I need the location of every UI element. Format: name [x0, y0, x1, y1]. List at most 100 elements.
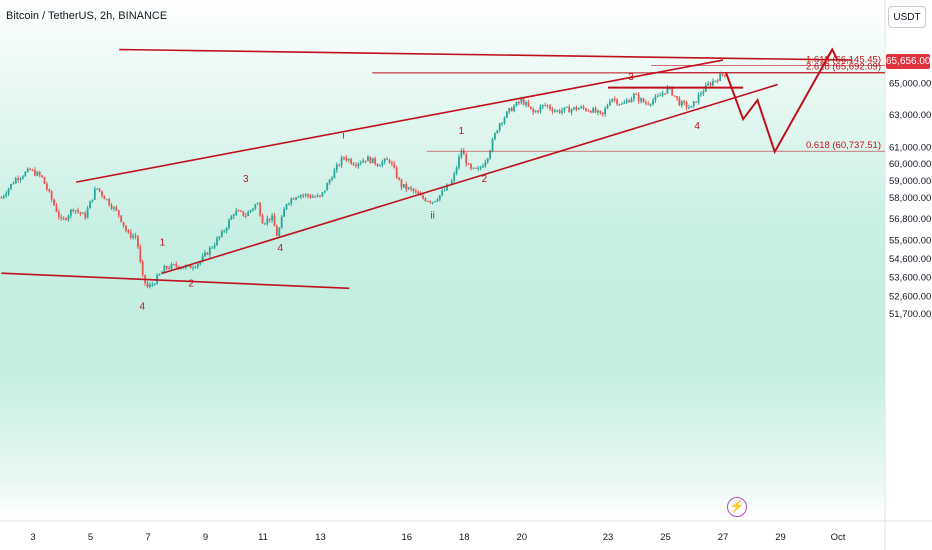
candle: [225, 228, 228, 232]
candle: [19, 178, 22, 181]
candle: [496, 130, 499, 134]
candle: [98, 188, 101, 192]
candle: [558, 110, 561, 113]
candle: [707, 83, 710, 86]
fib-level-label: 0.618 (60,737.51): [806, 140, 881, 151]
candle: [67, 215, 70, 220]
candle: [165, 266, 168, 269]
candle: [498, 123, 501, 131]
x-tick-label: 29: [775, 532, 786, 543]
candle: [604, 108, 607, 114]
wave-label: 4: [277, 243, 283, 254]
candle: [446, 184, 448, 191]
x-tick-label: 20: [516, 532, 527, 543]
candle: [252, 208, 254, 211]
candle: [163, 266, 166, 272]
candle: [666, 86, 669, 94]
candle: [429, 201, 432, 203]
candle: [146, 282, 149, 288]
candle: [264, 223, 266, 225]
candle: [652, 100, 654, 105]
candle: [292, 198, 295, 200]
candle: [525, 102, 527, 105]
candle: [664, 93, 666, 95]
candle: [561, 110, 563, 113]
candle: [697, 94, 700, 103]
currency-button[interactable]: USDT: [888, 6, 926, 28]
candle: [235, 210, 238, 215]
candle: [290, 198, 293, 204]
candle: [379, 165, 381, 167]
candle: [103, 195, 106, 200]
candle: [172, 264, 175, 266]
candle: [153, 284, 156, 286]
candle: [134, 235, 137, 237]
candle: [592, 108, 595, 113]
candle: [335, 164, 338, 171]
candle: [443, 190, 446, 192]
candle: [369, 156, 372, 164]
candle: [280, 216, 283, 229]
candle: [494, 133, 496, 140]
candle: [29, 168, 32, 170]
wave-label: i: [342, 131, 344, 142]
candle: [716, 80, 719, 82]
candle: [460, 150, 463, 157]
candle: [259, 203, 262, 216]
candle: [81, 213, 84, 215]
candle: [692, 101, 695, 106]
candle: [338, 164, 341, 166]
candle: [474, 167, 477, 169]
candle: [194, 266, 197, 268]
y-tick-label: 60,000.00: [889, 159, 931, 170]
candle: [208, 247, 211, 255]
y-tick-label: 54,600.00: [889, 254, 931, 265]
candle: [453, 173, 456, 181]
candle: [328, 179, 331, 184]
candle: [79, 211, 82, 214]
candle: [77, 210, 79, 212]
candle: [477, 168, 480, 170]
candle: [573, 107, 575, 110]
candle: [539, 106, 542, 112]
candle: [364, 160, 367, 162]
candle: [43, 177, 46, 184]
candle: [465, 154, 468, 164]
candle: [113, 207, 115, 209]
candle: [462, 150, 465, 155]
wave-label: 4: [139, 301, 145, 312]
candle: [189, 265, 192, 269]
candle: [17, 178, 20, 181]
candle: [470, 163, 472, 169]
y-tick-label: 51,700.00: [889, 309, 931, 320]
candle: [160, 271, 163, 275]
candle: [551, 109, 554, 112]
candle: [84, 213, 87, 218]
candle: [199, 261, 202, 264]
candle: [568, 106, 571, 113]
candle: [175, 264, 178, 267]
fib-level-label: 2.618 (65,692.09): [806, 61, 881, 72]
candle: [371, 158, 374, 164]
candle: [182, 267, 185, 269]
candle: [350, 159, 353, 164]
candle: [244, 215, 247, 217]
candle: [343, 157, 345, 159]
candle: [50, 191, 53, 200]
lightning-icon[interactable]: ⚡: [727, 497, 747, 517]
candle: [724, 74, 726, 76]
candle: [585, 108, 587, 111]
candle: [256, 203, 259, 205]
candle: [426, 201, 429, 203]
candle: [656, 95, 659, 97]
candle: [680, 101, 683, 106]
candle: [601, 112, 604, 114]
candle: [436, 199, 439, 202]
chart-title: Bitcoin / TetherUS, 2h, BINANCE: [6, 10, 168, 22]
candle: [721, 73, 724, 75]
x-tick-label: 3: [30, 532, 35, 543]
candle: [714, 80, 717, 82]
candle: [41, 175, 44, 178]
